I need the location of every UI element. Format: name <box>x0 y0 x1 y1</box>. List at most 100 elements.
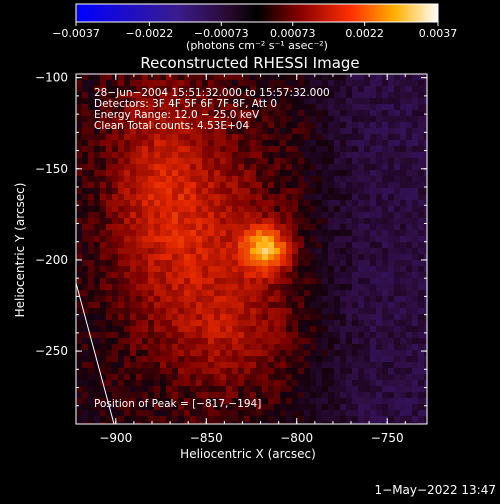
heatmap-cell <box>346 170 352 176</box>
heatmap-cell <box>376 332 382 338</box>
heatmap-cell <box>214 80 220 86</box>
heatmap-cell <box>214 398 220 404</box>
heatmap-cell <box>196 362 202 368</box>
heatmap-cell <box>124 134 130 140</box>
heatmap-cell <box>160 158 166 164</box>
heatmap-cell <box>178 356 184 362</box>
heatmap-cell <box>142 398 148 404</box>
heatmap-cell <box>280 236 286 242</box>
heatmap-cell <box>388 398 394 404</box>
heatmap-cell <box>334 176 340 182</box>
heatmap-cell <box>292 410 298 416</box>
heatmap-cell <box>376 374 382 380</box>
heatmap-cell <box>310 122 316 128</box>
heatmap-cell <box>346 98 352 104</box>
heatmap-cell <box>400 422 406 424</box>
heatmap-cell <box>130 302 136 308</box>
heatmap-cell <box>304 386 310 392</box>
heatmap-cell <box>232 236 238 242</box>
heatmap-cell <box>202 80 208 86</box>
heatmap-cell <box>106 266 112 272</box>
heatmap-cell <box>106 188 112 194</box>
heatmap-cell <box>184 392 190 398</box>
heatmap-cell <box>178 92 184 98</box>
heatmap-cell <box>154 80 160 86</box>
heatmap-cell <box>196 314 202 320</box>
heatmap-cell <box>160 422 166 424</box>
heatmap-cell <box>376 356 382 362</box>
heatmap-cell <box>424 338 427 344</box>
heatmap-cell <box>292 308 298 314</box>
heatmap-cell <box>304 290 310 296</box>
heatmap-cell <box>196 344 202 350</box>
heatmap-cell <box>280 368 286 374</box>
heatmap-cell <box>136 158 142 164</box>
heatmap-cell <box>376 206 382 212</box>
heatmap-cell <box>274 146 280 152</box>
heatmap-cell <box>226 272 232 278</box>
heatmap-cell <box>196 392 202 398</box>
heatmap-cell <box>232 290 238 296</box>
heatmap-cell <box>334 314 340 320</box>
heatmap-cell <box>358 236 364 242</box>
heatmap-cell <box>292 80 298 86</box>
heatmap-cell <box>220 356 226 362</box>
heatmap-cell <box>316 182 322 188</box>
heatmap-cell <box>106 314 112 320</box>
heatmap-cell <box>310 206 316 212</box>
heatmap-cell <box>178 116 184 122</box>
heatmap-cell <box>238 380 244 386</box>
heatmap-cell <box>298 290 304 296</box>
heatmap-cell <box>268 158 274 164</box>
heatmap-cell <box>412 98 418 104</box>
heatmap-cell <box>154 188 160 194</box>
heatmap-cell <box>190 362 196 368</box>
heatmap-cell <box>226 302 232 308</box>
heatmap-cell <box>358 110 364 116</box>
heatmap-cell <box>376 104 382 110</box>
heatmap-cell <box>94 224 100 230</box>
heatmap-cell <box>112 332 118 338</box>
heatmap-cell <box>148 218 154 224</box>
heatmap-cell <box>232 296 238 302</box>
heatmap-cell <box>178 302 184 308</box>
heatmap-cell <box>346 218 352 224</box>
heatmap-cell <box>298 116 304 122</box>
heatmap-cell <box>322 368 328 374</box>
heatmap-cell <box>328 224 334 230</box>
heatmap-cell <box>118 368 124 374</box>
heatmap-cell <box>208 380 214 386</box>
heatmap-cell <box>250 338 256 344</box>
heatmap-cell <box>346 248 352 254</box>
heatmap-cell <box>364 410 370 416</box>
heatmap-cell <box>214 170 220 176</box>
heatmap-cell <box>286 170 292 176</box>
heatmap-cell <box>202 236 208 242</box>
heatmap-cell <box>286 164 292 170</box>
heatmap-cell <box>232 404 238 410</box>
heatmap-cell <box>328 188 334 194</box>
heatmap-cell <box>232 194 238 200</box>
heatmap-cell <box>322 296 328 302</box>
heatmap-cell <box>412 176 418 182</box>
heatmap-cell <box>316 332 322 338</box>
heatmap-cell <box>190 338 196 344</box>
heatmap-cell <box>346 272 352 278</box>
heatmap-cell <box>298 248 304 254</box>
heatmap-cell <box>238 188 244 194</box>
heatmap-cell <box>310 260 316 266</box>
heatmap-cell <box>124 254 130 260</box>
heatmap-cell <box>178 398 184 404</box>
heatmap-cell <box>358 104 364 110</box>
heatmap-cell <box>172 386 178 392</box>
heatmap-cell <box>226 188 232 194</box>
heatmap-cell <box>316 290 322 296</box>
heatmap-cell <box>364 134 370 140</box>
heatmap-cell <box>124 332 130 338</box>
heatmap-cell <box>226 362 232 368</box>
heatmap-cell <box>280 128 286 134</box>
heatmap-cell <box>172 356 178 362</box>
heatmap-cell <box>424 302 427 308</box>
heatmap-cell <box>376 392 382 398</box>
heatmap-cell <box>220 422 226 424</box>
